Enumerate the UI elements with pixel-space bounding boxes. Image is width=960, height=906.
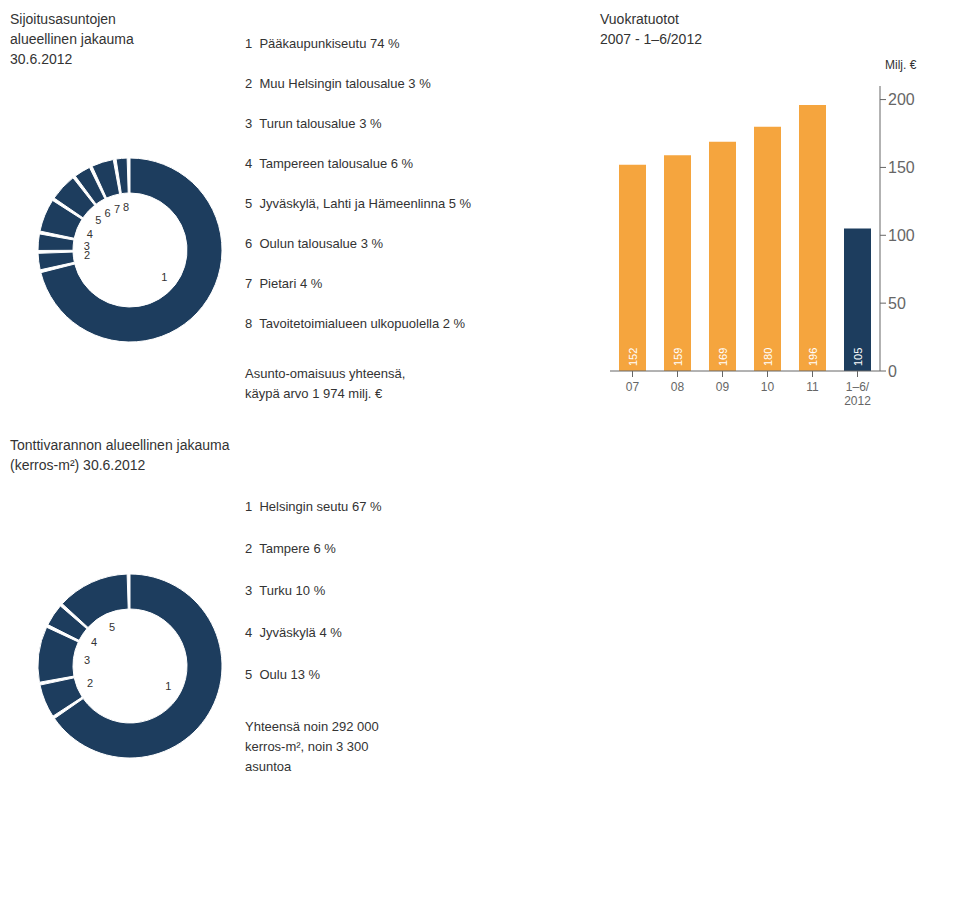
html-text:(kerros-m²) 30.6.2012: (kerros-m²) 30.6.2012 bbox=[10, 457, 146, 473]
html-text:2 Tampere 6 %: 2 Tampere 6 % bbox=[245, 541, 336, 556]
html-text:5 Oulu 13 %: 5 Oulu 13 % bbox=[245, 667, 321, 682]
svg-text:3: 3 bbox=[84, 654, 90, 666]
html-text:Vuokratuotot: Vuokratuotot bbox=[600, 11, 679, 27]
svg-text:159: 159 bbox=[672, 348, 684, 366]
svg-text:1–6/2012: 1–6/2012 bbox=[844, 380, 871, 408]
svg-text:180: 180 bbox=[762, 348, 774, 366]
svg-text:8: 8 bbox=[123, 201, 129, 213]
svg-text:11: 11 bbox=[806, 380, 819, 394]
html-text:asuntoa: asuntoa bbox=[245, 759, 292, 774]
html-text:4 Tampereen talousalue 6 %: 4 Tampereen talousalue 6 % bbox=[245, 156, 414, 171]
svg-text:152: 152 bbox=[627, 348, 639, 366]
html-text:Yhteensä noin 292 000: Yhteensä noin 292 000 bbox=[245, 719, 379, 734]
html-text:3 Turku 10 %: 3 Turku 10 % bbox=[245, 583, 326, 598]
html-text:1 Pääkaupunkiseutu 74 %: 1 Pääkaupunkiseutu 74 % bbox=[245, 36, 400, 51]
svg-text:1: 1 bbox=[165, 680, 171, 692]
html-text:6 Oulun talousalue 3 %: 6 Oulun talousalue 3 % bbox=[245, 236, 383, 251]
html-text:7 Pietari 4 %: 7 Pietari 4 % bbox=[245, 276, 323, 291]
svg-text:5: 5 bbox=[95, 214, 101, 226]
html-text:2007 - 1–6/2012: 2007 - 1–6/2012 bbox=[600, 31, 702, 47]
html-text:2 Muu Helsingin talousalue 3 %: 2 Muu Helsingin talousalue 3 % bbox=[245, 76, 431, 91]
html-text:alueellinen jakauma: alueellinen jakauma bbox=[10, 31, 134, 47]
svg-text:6: 6 bbox=[104, 207, 110, 219]
html-text:30.6.2012: 30.6.2012 bbox=[10, 51, 73, 67]
svg-text:200: 200 bbox=[888, 91, 915, 108]
svg-text:4: 4 bbox=[91, 636, 97, 648]
svg-text:3: 3 bbox=[84, 240, 90, 252]
html-text:4 Jyväskylä 4 %: 4 Jyväskylä 4 % bbox=[245, 625, 342, 640]
svg-text:100: 100 bbox=[888, 227, 915, 244]
html-text:kerros-m², noin 3 300: kerros-m², noin 3 300 bbox=[245, 739, 369, 754]
html-text:käypä arvo 1 974 milj. €: käypä arvo 1 974 milj. € bbox=[245, 386, 383, 401]
svg-text:4: 4 bbox=[87, 228, 93, 240]
svg-text:07: 07 bbox=[626, 380, 640, 394]
svg-text:08: 08 bbox=[671, 380, 685, 394]
svg-text:105: 105 bbox=[852, 348, 864, 366]
html-text:5 Jyväskylä, Lahti ja Hämeenli: 5 Jyväskylä, Lahti ja Hämeenlinna 5 % bbox=[245, 196, 472, 211]
svg-text:50: 50 bbox=[888, 295, 906, 312]
svg-text:7: 7 bbox=[114, 203, 120, 215]
html-text:8 Tavoitetoimialueen ulkopuole: 8 Tavoitetoimialueen ulkopuolella 2 % bbox=[245, 316, 466, 331]
svg-text:1: 1 bbox=[161, 271, 167, 283]
html-text:Sijoitusasuntojen: Sijoitusasuntojen bbox=[10, 11, 116, 27]
svg-text:150: 150 bbox=[888, 159, 915, 176]
html-text:Asunto-omaisuus yhteensä,: Asunto-omaisuus yhteensä, bbox=[245, 366, 406, 381]
html-text:Tonttivarannon alueellinen jak: Tonttivarannon alueellinen jakauma bbox=[10, 437, 230, 453]
html-text:3 Turun talousalue 3 %: 3 Turun talousalue 3 % bbox=[245, 116, 382, 131]
svg-text:2: 2 bbox=[84, 249, 91, 262]
svg-text:196: 196 bbox=[807, 348, 819, 366]
svg-text:0: 0 bbox=[888, 363, 897, 380]
svg-text:2: 2 bbox=[87, 677, 93, 689]
svg-text:169: 169 bbox=[717, 348, 729, 366]
svg-text:5: 5 bbox=[109, 621, 115, 633]
svg-text:09: 09 bbox=[716, 380, 730, 394]
svg-text:10: 10 bbox=[761, 380, 775, 394]
html-text:Milj. €: Milj. € bbox=[885, 58, 917, 72]
html-text:1 Helsingin seutu 67 %: 1 Helsingin seutu 67 % bbox=[245, 499, 382, 514]
